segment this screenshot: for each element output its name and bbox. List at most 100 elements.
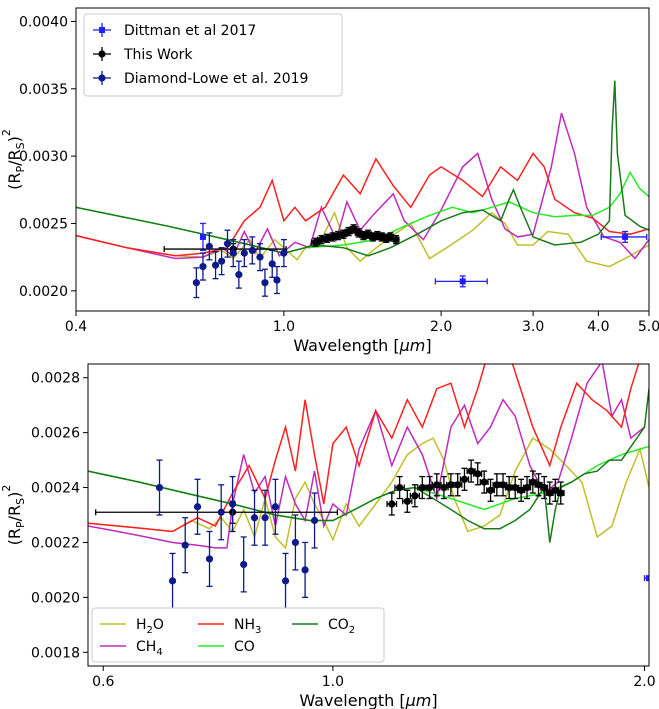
y-tick-label: 0.0018 (31, 645, 80, 661)
this-point (474, 470, 482, 478)
x-tick-label: 4.0 (587, 319, 609, 335)
legend-marker-dittman (99, 27, 105, 33)
legend-label-CH4: CH4 (136, 639, 163, 658)
this-point (467, 467, 475, 475)
y-tick-label: 0.0026 (31, 426, 80, 442)
legend-label-diamond: Diamond-Lowe et al. 2019 (124, 71, 308, 87)
legend-label-H2O: H2O (136, 617, 164, 636)
this-point (386, 233, 395, 241)
this-point (396, 483, 404, 492)
y-tick-label: 0.0028 (31, 371, 80, 387)
diamond-point (205, 242, 213, 250)
diamond-point (256, 253, 264, 261)
legend-marker-diamond (98, 74, 106, 82)
this-point (447, 481, 455, 489)
dittman-point (199, 233, 206, 240)
diamond-point (250, 514, 259, 522)
y-tick-label: 0.0025 (19, 216, 68, 232)
model-lines (88, 364, 649, 550)
diamond-point (217, 508, 225, 516)
diamond-point (235, 271, 243, 279)
diamond-point (205, 555, 214, 563)
diamond-point (280, 249, 288, 257)
diamond-point (261, 279, 269, 287)
data-series (95, 459, 649, 609)
plot-frame (87, 363, 650, 667)
diamond-point (281, 577, 290, 585)
x-axis-label: Wavelength [μm] (299, 691, 437, 709)
diamond-point (181, 541, 189, 549)
diamond-point (199, 262, 207, 271)
diamond-point (248, 246, 256, 254)
dittman-point (646, 575, 649, 582)
y-tick-label: 0.0022 (31, 535, 80, 551)
legend-label-this: This Work (123, 47, 193, 63)
diamond-point (229, 249, 237, 257)
diamond-point (271, 503, 280, 511)
x-tick-label: 1.0 (273, 319, 295, 335)
diamond-point (261, 514, 269, 522)
y-tick-label: 0.0040 (19, 14, 68, 30)
this-point (392, 236, 400, 244)
y-tick-label: 0.0020 (31, 590, 80, 606)
model-line-CH4 (76, 112, 649, 260)
diamond-point (268, 260, 276, 268)
dittman-point (622, 233, 629, 240)
this-point (426, 483, 434, 492)
diamond-point (218, 257, 226, 265)
y-tick-label: 0.0035 (19, 82, 68, 98)
diamond-point (223, 240, 232, 248)
legend-label-CO: CO (234, 639, 255, 655)
legend-box (91, 607, 385, 663)
this-point (440, 483, 448, 492)
y-axis-label: (RP​/RS​)2 (0, 485, 27, 546)
x-tick-label: 3.0 (522, 319, 544, 335)
model-line-CO2 (88, 388, 649, 543)
this-point (418, 483, 426, 492)
this-point (480, 478, 488, 486)
top-panel: 0.4 1.0 2.0 3.0 4.0 5.0 0.0020 0.0025 0.0030 0.00… (0, 7, 659, 355)
legend-box (83, 13, 343, 97)
model-line-H2O (88, 437, 649, 550)
model-lines (76, 80, 649, 268)
diamond-point (228, 500, 237, 508)
this-point (411, 492, 419, 500)
dittman-point (459, 278, 466, 285)
this-point (540, 483, 548, 492)
this-point (454, 481, 462, 489)
x-tick-label: 5.0 (638, 319, 659, 335)
diamond-point (273, 276, 281, 284)
model-line-NH3 (76, 152, 649, 257)
diamond-point (291, 538, 300, 547)
y-axis-label: (RP​/RS​)2 (0, 129, 27, 190)
this-point (433, 481, 441, 489)
x-tick-label: 1.0 (322, 674, 344, 690)
x-axis-label: Wavelength [μm] (293, 336, 431, 355)
this-point (388, 500, 396, 508)
this-point (486, 486, 495, 494)
bottom-panel: 0.6 1.0 2.0 0.0018 0.0020 0.0022 0.0024 0.0026 0… (0, 363, 656, 709)
data-series (163, 222, 648, 299)
diamond-point (192, 279, 200, 287)
model-line-CO (76, 170, 649, 254)
model-line-CO2 (76, 80, 649, 257)
diamond-point (193, 503, 202, 511)
diamond-point (240, 560, 248, 569)
diamond-point (211, 261, 220, 269)
diamond-point (240, 249, 248, 257)
y-tick-label: 0.0020 (19, 284, 68, 300)
this-point (403, 497, 411, 505)
diamond-point (310, 516, 319, 525)
this-point (499, 481, 507, 489)
legend-label-NH3: NH3 (234, 617, 261, 636)
legend-label-CO2: CO2 (328, 617, 355, 636)
this-point (460, 475, 469, 483)
x-tick-label: 0.4 (65, 319, 87, 335)
x-tick-label: 2.0 (633, 674, 655, 690)
diamond-point (168, 577, 177, 585)
x-tick-label: 0.6 (92, 674, 114, 690)
x-tick-label: 2.0 (430, 319, 452, 335)
plot-frame (75, 7, 650, 312)
diamond-point (155, 483, 164, 492)
